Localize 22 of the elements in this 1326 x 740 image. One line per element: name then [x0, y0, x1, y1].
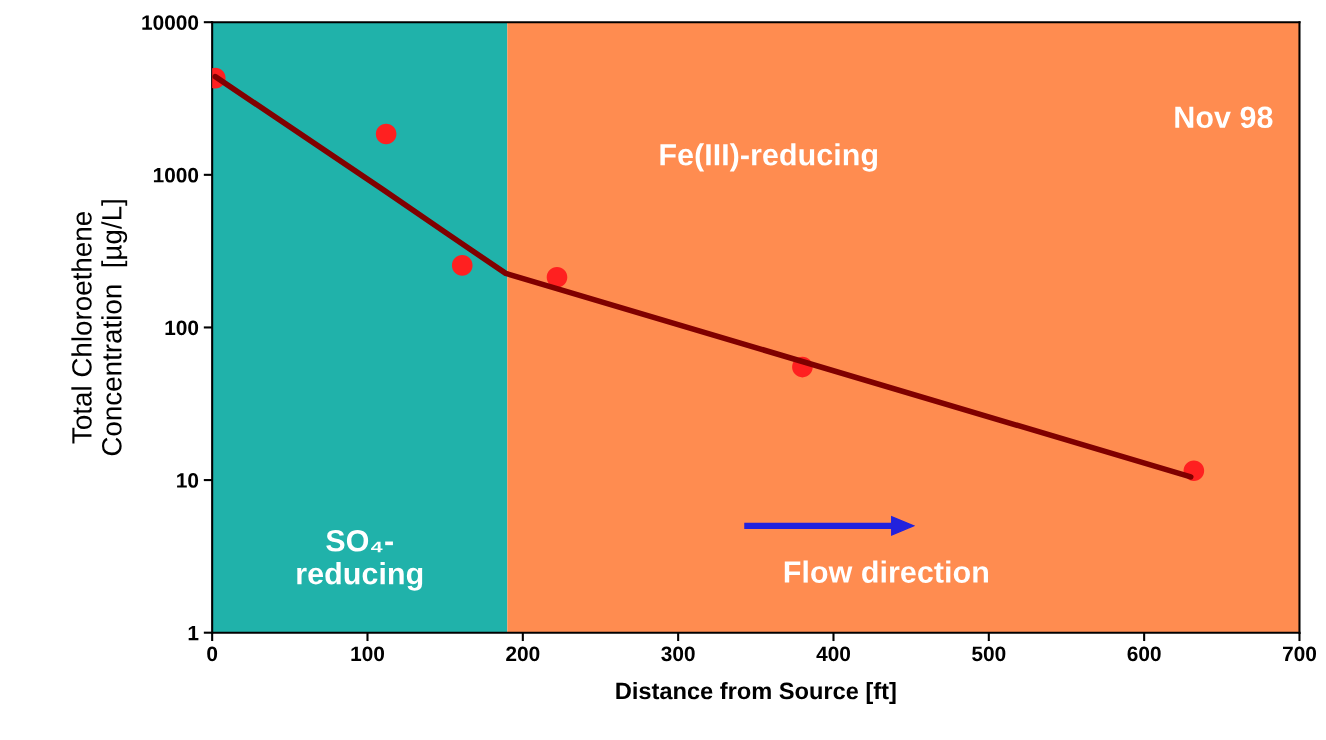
x-tick-label: 400 — [816, 646, 851, 662]
x-axis-title: Distance from Source [ft] — [616, 681, 896, 704]
x-tick-label: 600 — [1127, 646, 1161, 662]
x-tick-label: 0 — [207, 646, 218, 662]
band-label: SO₄- reducing — [297, 529, 423, 591]
y-axis-title: Total Chloroethene Concentration [µg/L] — [71, 200, 128, 456]
band-label: Fe(III)-reducing — [660, 143, 878, 172]
point — [546, 267, 568, 288]
y-tick-label: 10000 — [142, 15, 199, 30]
annotation: Nov 98 — [1175, 106, 1273, 129]
x-tick-label: 700 — [1283, 646, 1317, 662]
y-tick-label: 1000 — [153, 167, 199, 183]
x-tick-label: 100 — [351, 646, 385, 662]
annotation: Flow direction — [784, 560, 988, 583]
x-tick-label: 500 — [972, 646, 1006, 662]
x-tick-label: 200 — [506, 646, 540, 662]
y-tick-label: 100 — [165, 320, 199, 336]
y-tick-label: 10 — [177, 473, 199, 488]
point — [451, 255, 473, 276]
y-tick-label: 1 — [188, 625, 199, 641]
x-tick-label: 300 — [661, 646, 695, 662]
point — [375, 123, 397, 145]
